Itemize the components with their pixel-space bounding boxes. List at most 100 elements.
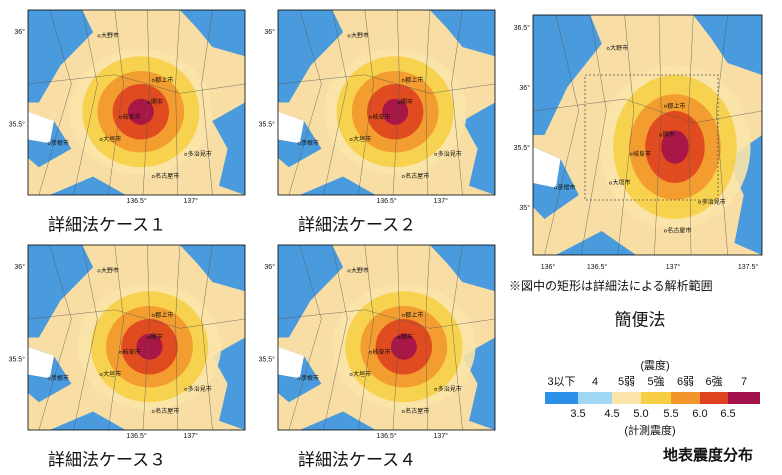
city-marker (349, 138, 353, 141)
city-marker (119, 115, 123, 119)
city-label: 多治見市 (438, 385, 462, 393)
boundary (544, 15, 580, 255)
legend-class: 7 (741, 376, 747, 388)
y-tick-label: 35° (519, 204, 530, 212)
city-label: 彦根市 (301, 139, 319, 147)
city-marker (297, 141, 301, 145)
boundary (288, 245, 322, 430)
x-tick-label: 136.5° (376, 432, 397, 440)
boundary (392, 10, 400, 195)
intensity-zone (661, 130, 689, 164)
boundary (73, 245, 98, 430)
legend-swatch (612, 392, 641, 404)
x-tick-label: 137° (666, 263, 681, 271)
city-label: 郡上市 (155, 311, 173, 319)
note: ※図中の矩形は詳細法による解析範囲 (509, 278, 713, 293)
x-tick-label: 136.5° (376, 197, 397, 205)
sea-low-area (179, 245, 245, 292)
white-area (533, 147, 561, 188)
boundary (715, 15, 728, 255)
city-marker (119, 350, 123, 354)
city-label: 郡上市 (405, 76, 423, 84)
legend-subtitle: (計測震度) (624, 423, 675, 437)
analysis-area (584, 74, 719, 201)
figure-caption: 地表震度分布 (663, 446, 753, 464)
city-label: 多治見市 (702, 198, 726, 206)
legend-class: 5弱 (618, 375, 635, 388)
boundary (38, 10, 72, 195)
overview-caption: 簡便法 (615, 310, 666, 329)
city-marker (97, 269, 101, 273)
legend-bound: 5.0 (633, 408, 648, 420)
city-label: 彦根市 (51, 374, 69, 382)
city-label: 郡上市 (155, 76, 173, 84)
boundary (278, 74, 495, 94)
boundary (425, 10, 431, 195)
city-label: 大垣市 (353, 370, 371, 378)
panel-caption: 詳細法ケース４ (298, 450, 416, 469)
boundary (288, 10, 322, 195)
city-marker (347, 269, 351, 273)
x-tick-label: 137.5° (738, 263, 759, 271)
city-marker (97, 34, 101, 38)
panel-caption: 詳細法ケース２ (298, 215, 416, 234)
legend-class: 6強 (705, 375, 722, 388)
sea-low-area (693, 15, 762, 75)
legend-bound: 3.5 (570, 408, 585, 420)
city-label: 名古屋市 (155, 407, 179, 415)
legend-bound: 6.5 (720, 408, 735, 420)
city-label: 関市 (663, 131, 675, 139)
boundary (28, 309, 245, 329)
city-label: 大垣市 (103, 135, 121, 143)
boundary (617, 15, 635, 255)
white-area (278, 346, 304, 379)
legend-bound: 6.0 (692, 408, 707, 420)
city-marker (663, 229, 667, 233)
city-label: 多治見市 (438, 150, 462, 158)
y-tick-label: 35.5° (514, 144, 531, 152)
sea-low-area (299, 411, 376, 430)
map-frame (532, 14, 763, 256)
boundary (358, 245, 374, 430)
legend-swatch (671, 392, 700, 404)
city-label: 多治見市 (188, 385, 212, 393)
x-tick-label: 136.5° (126, 432, 147, 440)
boundary (201, 10, 213, 195)
city-label: 岐阜市 (123, 113, 141, 121)
city-label: 彦根市 (51, 139, 69, 147)
city-marker (151, 175, 155, 178)
boundary (28, 74, 245, 94)
sea-low-area (212, 102, 245, 195)
sea-low-area (429, 10, 495, 57)
city-marker (184, 152, 188, 156)
city-marker (401, 175, 405, 178)
boundary (323, 245, 348, 430)
map-body (533, 15, 762, 255)
city-marker (47, 376, 51, 380)
y-tick-label: 36.5° (514, 24, 531, 32)
boundary (175, 245, 181, 430)
city-marker (147, 336, 151, 339)
sea-low-area (278, 10, 344, 103)
city-label: 大野市 (351, 31, 369, 39)
sea-low-area (49, 411, 126, 430)
city-marker (151, 313, 155, 317)
city-label: 岐阜市 (373, 113, 391, 121)
white-area (28, 111, 54, 144)
boundary (533, 98, 762, 124)
x-tick-label: 137° (184, 197, 199, 205)
boundary (142, 245, 150, 430)
city-marker (184, 387, 188, 391)
city-marker (554, 186, 557, 190)
sea-low-area (429, 245, 495, 292)
sea-low-area (179, 10, 245, 57)
city-label: 名古屋市 (155, 172, 179, 180)
sea-low-area (299, 176, 376, 195)
city-label: 大垣市 (612, 179, 630, 187)
boundary (323, 10, 348, 195)
city-marker (663, 104, 667, 108)
city-marker (151, 78, 155, 82)
legend-class: 4 (592, 376, 598, 388)
